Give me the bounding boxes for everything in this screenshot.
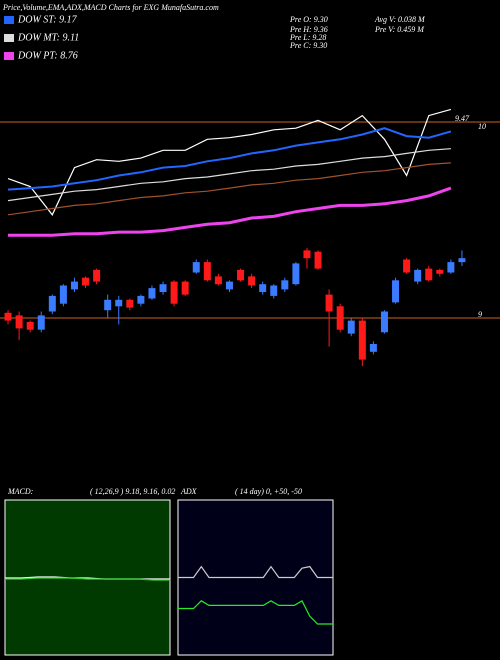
candle-body (347, 320, 355, 334)
candle-body (336, 306, 344, 330)
legend-swatch (4, 34, 14, 42)
candle-body (148, 288, 156, 299)
candle-body (237, 269, 245, 281)
stat-text: Pre V: 0.459 M (374, 25, 425, 34)
page-title: Price,Volume,EMA,ADX,MACD Charts for EXG… (2, 3, 219, 12)
series-line (5, 577, 170, 581)
series-line (7, 127, 452, 191)
candle-body (281, 280, 289, 290)
legend-swatch (4, 52, 14, 60)
candle-body (4, 312, 12, 321)
candle-body (37, 315, 45, 330)
annotation: 10 (478, 122, 486, 131)
series-line (178, 565, 333, 579)
candle-body (15, 315, 23, 329)
candle-body (325, 294, 333, 312)
candle-body (392, 280, 400, 303)
series-line (178, 599, 333, 625)
series-line (7, 108, 452, 216)
legend-label: DOW MT: 9.11 (17, 32, 79, 43)
stat-text: Pre L: 9.28 (289, 33, 326, 42)
candle-body (93, 269, 101, 282)
candle-body (126, 299, 134, 308)
stat-text: Pre H: 9.36 (289, 25, 328, 34)
candle-body (170, 281, 178, 304)
candle-body (425, 268, 433, 281)
candle-body (380, 311, 388, 333)
candle-body (203, 262, 211, 281)
candle-body (248, 276, 256, 286)
stat-text: Pre C: 9.30 (289, 41, 327, 50)
candle-body (192, 262, 200, 273)
candle-body (403, 259, 411, 273)
stat-text: Avg V: 0.038 M (374, 15, 426, 24)
panel-subtitle: ( 12,26,9 ) 9.18, 9.16, 0.02 (90, 487, 175, 496)
series-line (7, 148, 451, 202)
series-line (7, 162, 451, 216)
candle-body (59, 285, 67, 304)
candle-body (270, 285, 278, 296)
candle-body (414, 269, 422, 282)
panel-subtitle: ( 14 day) 0, +50, -50 (235, 487, 302, 496)
candle-body (70, 281, 78, 290)
stat-text: Pre O: 9.30 (289, 15, 328, 24)
y-tick-label: 9.47 (455, 114, 470, 123)
candle-body (225, 281, 233, 290)
candle-body (436, 269, 444, 274)
candle-body (159, 284, 167, 292)
candle-body (303, 250, 311, 259)
candle-body (358, 320, 366, 360)
y-tick-label: 9 (478, 310, 482, 319)
panel-title: MACD: (7, 487, 34, 496)
candle-body (137, 295, 145, 304)
series-line (8, 186, 452, 237)
candle-body (115, 299, 123, 307)
legend-swatch (4, 16, 14, 24)
candle-body (292, 263, 300, 285)
candle-body (447, 262, 455, 273)
panel-title: ADX (180, 487, 198, 496)
candle-body (214, 276, 222, 285)
candle-body (26, 321, 34, 330)
candle-body (369, 344, 377, 352)
candle-body (48, 295, 56, 312)
legend-label: DOW ST: 9.17 (17, 14, 78, 25)
candle-body (181, 281, 189, 295)
candle-body (314, 251, 322, 269)
candle-body (82, 277, 90, 286)
legend-label: DOW PT: 8.76 (17, 50, 78, 61)
candle-body (104, 299, 112, 311)
candle-body (458, 258, 466, 263)
candle-body (259, 284, 267, 292)
